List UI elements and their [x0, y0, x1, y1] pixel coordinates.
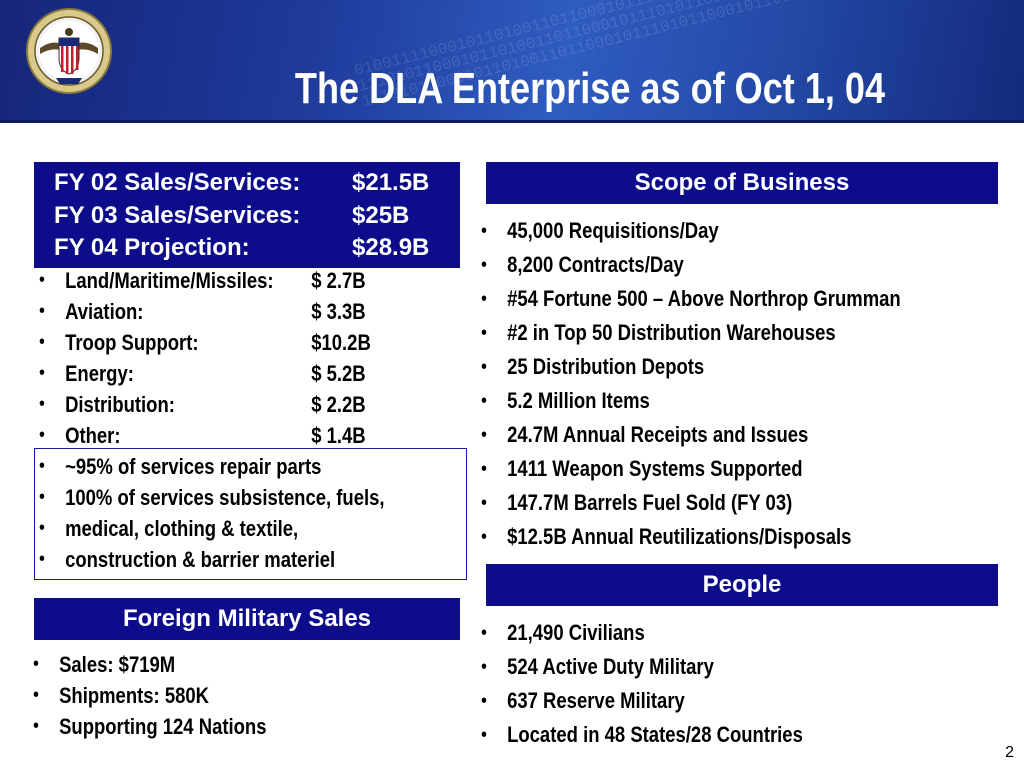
services-line: construction & barrier materiel	[65, 547, 336, 572]
people-title: People	[702, 571, 782, 598]
sales-row: FY 02 Sales/Services: $21.5B	[54, 169, 429, 197]
breakdown-item: Other: $ 1.4B	[34, 420, 366, 451]
scope-item: $12.5B Annual Reutilizations/Disposals	[476, 520, 901, 554]
dla-seal-logo	[26, 8, 112, 94]
breakdown-value: $ 1.4B	[311, 423, 366, 448]
sales-summary-box: FY 02 Sales/Services: $21.5B FY 03 Sales/…	[34, 162, 460, 268]
people-item: Located in 48 States/28 Countries	[476, 718, 803, 752]
breakdown-value: $ 5.2B	[311, 361, 366, 386]
scope-item: 5.2 Million Items	[476, 384, 901, 418]
breakdown-label: Distribution:	[65, 392, 175, 417]
breakdown-label: Energy:	[65, 361, 134, 386]
services-item: ~95% of services repair parts	[34, 451, 385, 482]
sales-row-value: $25B	[352, 202, 410, 229]
scope-item-text: 1411 Weapon Systems Supported	[507, 456, 803, 481]
services-item: 100% of services subsistence, fuels,	[34, 482, 385, 513]
scope-item-text: 45,000 Requisitions/Day	[507, 218, 719, 243]
fms-list: Sales: $719M Shipments: 580K Supporting …	[28, 649, 312, 742]
breakdown-item: Land/Maritime/Missiles: $ 2.7B	[34, 265, 366, 296]
scope-list: 45,000 Requisitions/Day 8,200 Contracts/…	[476, 214, 982, 554]
fms-item-text: Shipments: 580K	[59, 683, 210, 708]
scope-item: 24.7M Annual Receipts and Issues	[476, 418, 901, 452]
header-divider	[0, 120, 1024, 123]
page-title: The DLA Enterprise as of Oct 1, 04	[294, 64, 886, 113]
scope-item-text: #54 Fortune 500 – Above Northrop Grumman	[507, 286, 901, 311]
scope-item: 147.7M Barrels Fuel Sold (FY 03)	[476, 486, 901, 520]
scope-item: 25 Distribution Depots	[476, 350, 901, 384]
people-item-text: 21,490 Civilians	[507, 620, 645, 645]
scope-item-text: 24.7M Annual Receipts and Issues	[507, 422, 809, 447]
breakdown-label: Land/Maritime/Missiles:	[65, 268, 274, 293]
breakdown-value: $ 2.2B	[311, 392, 366, 417]
scope-item-text: 8,200 Contracts/Day	[507, 252, 684, 277]
scope-item-text: 5.2 Million Items	[507, 388, 650, 413]
fms-item: Sales: $719M	[28, 649, 266, 680]
breakdown-value: $ 2.7B	[311, 268, 366, 293]
sales-row: FY 03 Sales/Services: $25B	[54, 202, 409, 230]
services-line: 100% of services subsistence, fuels,	[65, 485, 385, 510]
people-item: 637 Reserve Military	[476, 684, 803, 718]
breakdown-label: Troop Support:	[65, 330, 199, 355]
fms-item: Shipments: 580K	[28, 680, 266, 711]
people-item: 524 Active Duty Military	[476, 650, 803, 684]
sales-breakdown-list: Land/Maritime/Missiles: $ 2.7B Aviation: $…	[34, 265, 371, 451]
scope-item-text: 147.7M Barrels Fuel Sold (FY 03)	[507, 490, 793, 515]
page-number: 2	[1005, 744, 1014, 761]
breakdown-item: Energy: $ 5.2B	[34, 358, 366, 389]
scope-banner: Scope of Business	[486, 162, 998, 204]
sales-row-label: FY 04 Projection:	[54, 234, 250, 261]
services-line: medical, clothing & textile,	[65, 516, 299, 541]
services-list: ~95% of services repair parts 100% of se…	[34, 451, 451, 575]
scope-item: 8,200 Contracts/Day	[476, 248, 901, 282]
scope-item: #2 in Top 50 Distribution Warehouses	[476, 316, 901, 350]
breakdown-label: Other:	[65, 423, 121, 448]
fms-item: Supporting 124 Nations	[28, 711, 266, 742]
sales-row-label: FY 02 Sales/Services:	[54, 169, 301, 196]
scope-item-text: #2 in Top 50 Distribution Warehouses	[507, 320, 836, 345]
sales-row: FY 04 Projection: $28.9B	[54, 234, 429, 262]
fms-title: Foreign Military Sales	[122, 605, 372, 632]
breakdown-label: Aviation:	[65, 299, 144, 324]
sales-row-value: $28.9B	[352, 234, 430, 261]
people-list: 21,490 Civilians 524 Active Duty Militar…	[476, 616, 865, 752]
scope-item: 1411 Weapon Systems Supported	[476, 452, 901, 486]
people-banner: People	[486, 564, 998, 606]
scope-item: #54 Fortune 500 – Above Northrop Grumman	[476, 282, 901, 316]
breakdown-value: $10.2B	[311, 330, 371, 355]
breakdown-value: $ 3.3B	[311, 299, 366, 324]
scope-item-text: $12.5B Annual Reutilizations/Disposals	[507, 524, 852, 549]
scope-item: 45,000 Requisitions/Day	[476, 214, 901, 248]
fms-banner: Foreign Military Sales	[34, 598, 460, 640]
people-item: 21,490 Civilians	[476, 616, 803, 650]
services-item-continued: construction & barrier materiel	[34, 544, 385, 575]
scope-title: Scope of Business	[634, 169, 850, 196]
sales-row-label: FY 03 Sales/Services:	[54, 202, 301, 229]
breakdown-item: Distribution: $ 2.2B	[34, 389, 366, 420]
sales-row-value: $21.5B	[352, 169, 430, 196]
breakdown-item: Troop Support: $10.2B	[34, 327, 371, 358]
breakdown-item: Aviation: $ 3.3B	[34, 296, 366, 327]
people-item-text: Located in 48 States/28 Countries	[507, 722, 803, 747]
fms-item-text: Sales: $719M	[59, 652, 176, 677]
services-item-continued: medical, clothing & textile,	[34, 513, 385, 544]
header-bar: 0100111100010110100110110001011101011000…	[0, 0, 1024, 123]
services-line: ~95% of services repair parts	[65, 454, 322, 479]
fms-item-text: Supporting 124 Nations	[59, 714, 267, 739]
people-item-text: 524 Active Duty Military	[507, 654, 714, 679]
scope-item-text: 25 Distribution Depots	[507, 354, 705, 379]
people-item-text: 637 Reserve Military	[507, 688, 685, 713]
